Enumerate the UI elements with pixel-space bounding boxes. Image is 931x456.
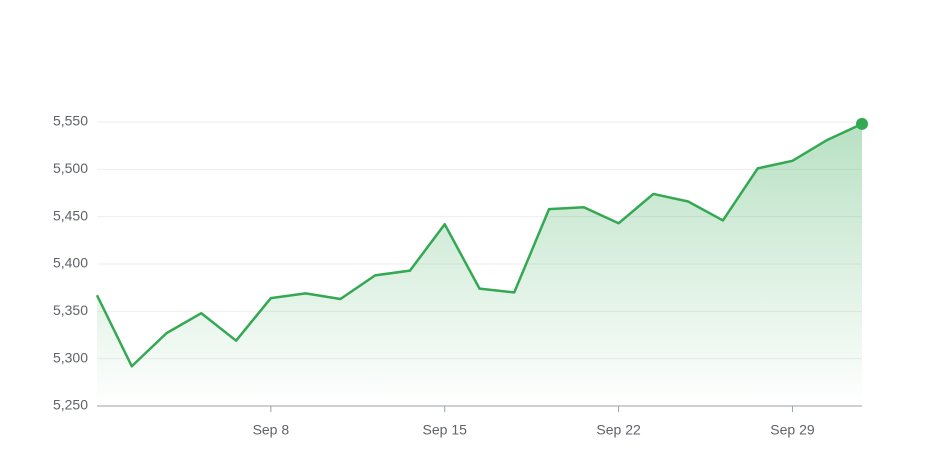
x-tick-label: Sep 8 bbox=[253, 422, 290, 438]
y-tick-label: 5,450 bbox=[53, 207, 88, 223]
last-point bbox=[856, 117, 868, 130]
y-tick-label: 5,250 bbox=[53, 397, 88, 413]
y-tick-label: 5,350 bbox=[53, 302, 88, 318]
y-tick-label: 5,500 bbox=[53, 160, 88, 176]
y-tick-label: 5,550 bbox=[53, 113, 88, 129]
area bbox=[97, 123, 862, 406]
y-tick-label: 5,300 bbox=[53, 349, 88, 365]
x-tick-label: Sep 29 bbox=[770, 422, 815, 438]
x-tick-label: Sep 15 bbox=[423, 422, 468, 438]
x-tick-label: Sep 22 bbox=[596, 422, 641, 438]
y-tick-label: 5,400 bbox=[53, 255, 88, 271]
line bbox=[95, 122, 863, 368]
